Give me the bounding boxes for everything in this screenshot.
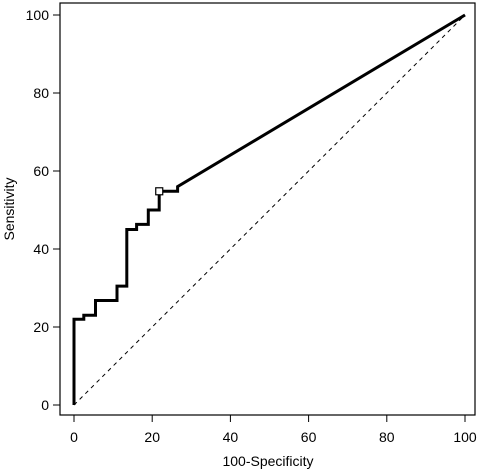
axis-ticks: 0 20 40 60 80 100 0 20 40 60 80 100 bbox=[26, 7, 477, 445]
y-tick-label: 40 bbox=[33, 241, 49, 257]
x-tick-label: 40 bbox=[223, 429, 239, 445]
y-tick-label: 80 bbox=[33, 85, 49, 101]
x-tick-label: 80 bbox=[379, 429, 395, 445]
x-tick-label: 0 bbox=[70, 429, 78, 445]
x-tick-label: 20 bbox=[144, 429, 160, 445]
y-tick-label: 0 bbox=[41, 397, 49, 413]
reference-diagonal-line bbox=[73, 14, 466, 406]
x-tick-label: 60 bbox=[301, 429, 317, 445]
y-axis-title: Sensitivity bbox=[1, 177, 17, 240]
y-tick-label: 60 bbox=[33, 163, 49, 179]
plot-frame bbox=[59, 2, 476, 416]
x-tick-label: 100 bbox=[453, 429, 477, 445]
series-group bbox=[72, 13, 466, 406]
y-tick-label: 20 bbox=[33, 319, 49, 335]
y-tick-label: 100 bbox=[26, 7, 50, 23]
criterion-point-marker bbox=[155, 187, 164, 196]
x-axis-title: 100-Specificity bbox=[222, 453, 313, 469]
